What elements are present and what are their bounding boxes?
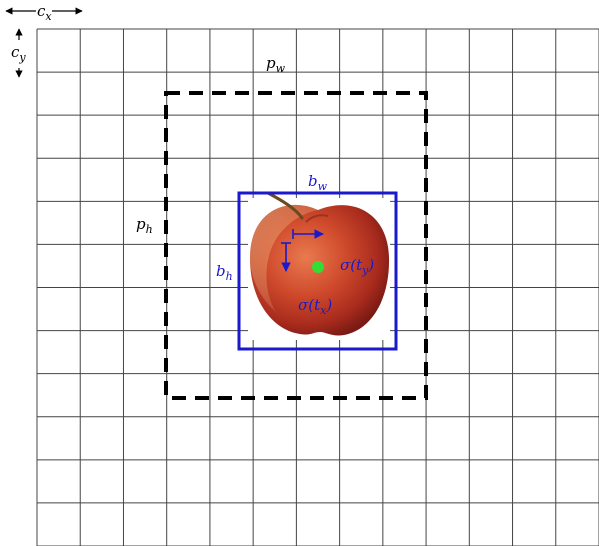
sigma-tx-label: σ(tx) xyxy=(298,296,332,317)
ph-label: ph xyxy=(136,215,153,236)
bw-label: bw xyxy=(308,172,328,193)
x-offset-arrow xyxy=(292,229,324,239)
center-point xyxy=(312,261,324,273)
cx-label: cx xyxy=(37,2,52,23)
cy-label: cy xyxy=(11,43,26,64)
y-offset-arrow xyxy=(281,242,291,272)
prior-box xyxy=(164,91,428,400)
pw-label: pw xyxy=(266,54,286,75)
sigma-ty-label: σ(ty) xyxy=(340,256,374,277)
bounding-box xyxy=(237,191,398,351)
bh-label: bh xyxy=(216,262,233,283)
